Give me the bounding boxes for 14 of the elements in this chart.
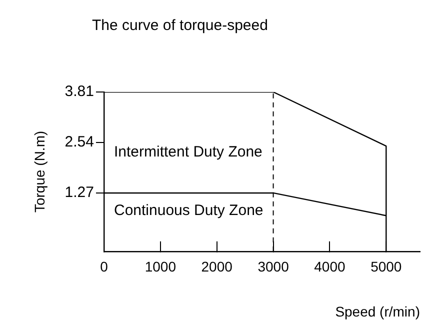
- chart-title: The curve of torque-speed: [92, 17, 268, 34]
- annotation: Intermittent Duty Zone: [114, 144, 262, 161]
- x-tick-label: 1000: [144, 258, 176, 275]
- x-axis-title: Speed (r/min): [335, 303, 420, 320]
- x-tick-label: 2000: [201, 258, 233, 275]
- y-axis-title: Torque (N.m): [31, 130, 48, 213]
- y-tick-label: 2.54: [64, 134, 94, 151]
- y-tick-label: 1.27: [64, 184, 94, 202]
- y-tick-label: 3.81: [64, 83, 94, 100]
- x-tick-label: 3000: [258, 258, 290, 275]
- annotation: Continuous Duty Zone: [114, 202, 264, 219]
- x-tick-label: 0: [100, 258, 108, 275]
- x-tick-label: 5000: [370, 258, 402, 275]
- x-tick-label: 4000: [314, 258, 346, 275]
